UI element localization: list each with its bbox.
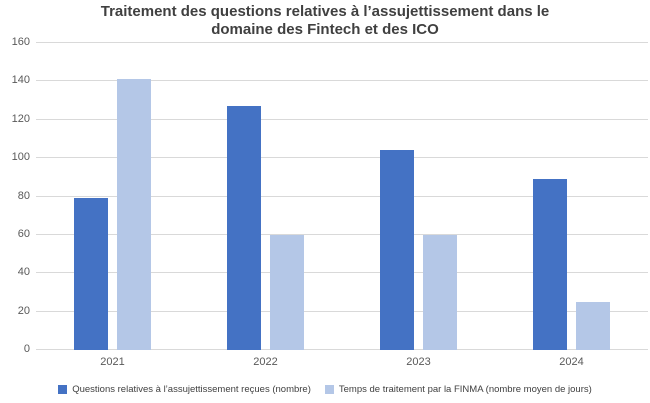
gridline-160 bbox=[36, 42, 648, 43]
legend-label-2: Temps de traitement par la FINMA (nombre… bbox=[338, 384, 592, 395]
legend-label-1: Questions relatives à l’assujettissement… bbox=[72, 384, 311, 395]
y-tick-label-140: 140 bbox=[11, 74, 30, 87]
bar-2021-series-1 bbox=[74, 198, 108, 350]
gridline-40 bbox=[36, 272, 648, 274]
gridline-80 bbox=[36, 195, 648, 197]
legend-item-1: Questions relatives à l’assujettissement… bbox=[58, 384, 311, 395]
legend-item-2: Temps de traitement par la FINMA (nombre… bbox=[324, 384, 592, 395]
plot-area bbox=[36, 42, 648, 350]
bar-2024-series-2 bbox=[576, 302, 610, 350]
bar-group-2022 bbox=[189, 43, 342, 350]
gridline-60 bbox=[36, 233, 648, 235]
x-tick-label-2021: 2021 bbox=[100, 356, 125, 368]
y-tick-label-20: 20 bbox=[17, 304, 30, 317]
gridline-140 bbox=[36, 80, 648, 82]
gridline-120 bbox=[36, 118, 648, 120]
bar-groups bbox=[36, 43, 648, 350]
y-tick-label-100: 100 bbox=[11, 151, 30, 164]
bar-2023-series-2 bbox=[423, 234, 457, 350]
legend-swatch-1 bbox=[58, 385, 68, 394]
chart-title: Traitement des questions relatives à l’a… bbox=[0, 3, 650, 39]
x-tick-label-2024: 2024 bbox=[559, 356, 584, 368]
x-tick-label-2023: 2023 bbox=[406, 356, 431, 368]
bar-2021-series-2 bbox=[117, 79, 151, 350]
chart-title-line-2: domaine des Fintech et des ICO bbox=[211, 21, 439, 38]
legend: Questions relatives à l’assujettissement… bbox=[0, 384, 650, 395]
y-tick-label-160: 160 bbox=[11, 36, 30, 48]
chart-title-line-1: Traitement des questions relatives à l’a… bbox=[100, 3, 550, 20]
bar-group-2023 bbox=[342, 43, 495, 350]
gridline-100 bbox=[36, 157, 648, 159]
x-tick-label-2022: 2022 bbox=[253, 356, 278, 368]
y-axis-labels: 0 20 40 60 80 100 120 140 160 bbox=[0, 36, 30, 355]
y-tick-label-40: 40 bbox=[17, 266, 30, 279]
y-tick-label-0: 0 bbox=[23, 343, 30, 355]
x-axis-labels: 2021 2022 2023 2024 bbox=[36, 356, 648, 368]
bar-group-2024 bbox=[495, 43, 648, 350]
bar-2022-series-1 bbox=[227, 106, 261, 350]
gridline-20 bbox=[36, 310, 648, 312]
y-tick-label-60: 60 bbox=[17, 227, 30, 240]
bar-2023-series-1 bbox=[380, 150, 414, 350]
bar-2022-series-2 bbox=[270, 234, 304, 350]
legend-swatch-2 bbox=[324, 385, 334, 394]
y-tick-label-80: 80 bbox=[17, 189, 30, 202]
bar-2024-series-1 bbox=[533, 179, 567, 350]
gridline-0 bbox=[36, 349, 648, 350]
y-tick-label-120: 120 bbox=[11, 112, 30, 125]
bar-group-2021 bbox=[36, 43, 189, 350]
